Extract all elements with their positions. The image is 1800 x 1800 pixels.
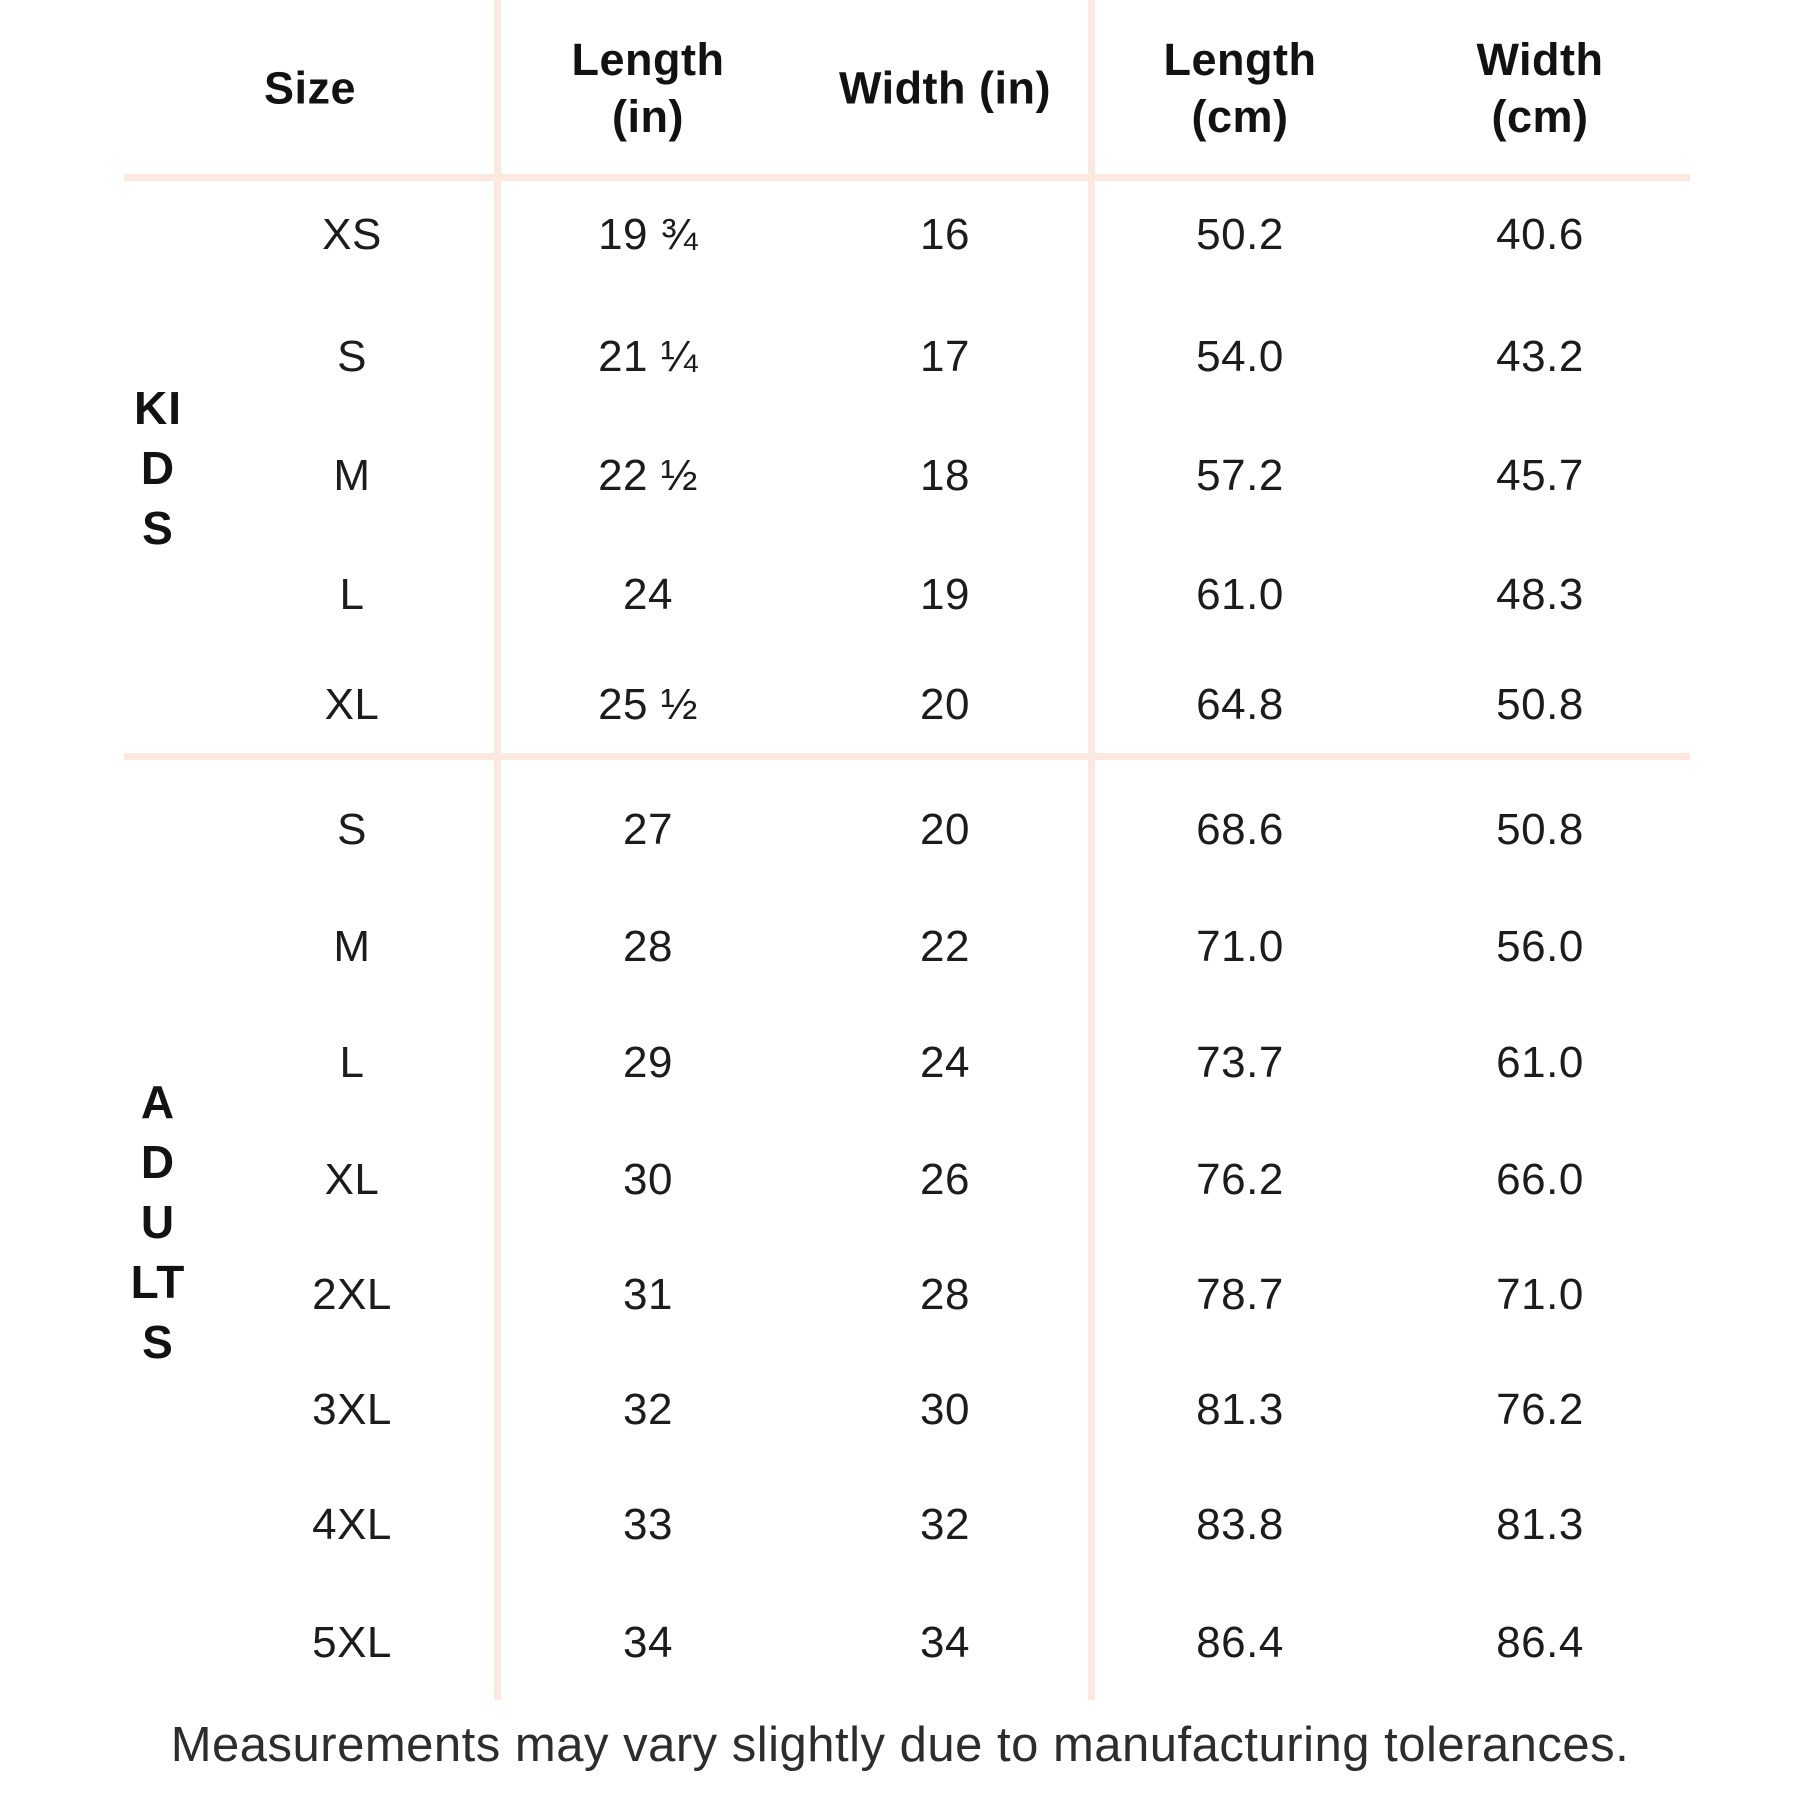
cell-length-in: 31	[623, 1270, 673, 1319]
cell-length-cm: 54.0	[1196, 332, 1284, 381]
cell-length-cm: 64.8	[1196, 680, 1284, 729]
cell-size: S	[337, 332, 367, 381]
header-cell-width-cm: Width (cm)	[1476, 34, 1604, 142]
cell-width-cm: 43.2	[1496, 332, 1584, 381]
header-cell-length-in: Length (in)	[571, 34, 725, 142]
cell-width-in: 18	[920, 451, 970, 500]
column-divider-1	[494, 0, 501, 1700]
column-divider-2	[1088, 0, 1095, 1700]
cell-width-in: 20	[920, 680, 970, 729]
cell-width-in: 16	[920, 210, 970, 259]
cell-width-cm: 50.8	[1496, 680, 1584, 729]
cell-size: S	[337, 805, 367, 854]
cell-length-cm: 86.4	[1196, 1618, 1284, 1667]
cell-length-in: 33	[623, 1500, 673, 1549]
cell-width-in: 34	[920, 1618, 970, 1667]
cell-size: 5XL	[312, 1618, 392, 1667]
cell-size: M	[333, 922, 371, 971]
cell-length-in: 28	[623, 922, 673, 971]
cell-length-cm: 78.7	[1196, 1270, 1284, 1319]
section-divider	[124, 753, 1690, 760]
cell-width-in: 20	[920, 805, 970, 854]
cell-size: XL	[324, 1155, 380, 1204]
cell-width-in: 22	[920, 922, 970, 971]
cell-size: 4XL	[312, 1500, 392, 1549]
header-cell-width-in: Width (in)	[838, 62, 1052, 114]
cell-size: L	[339, 1038, 365, 1087]
cell-width-cm: 76.2	[1496, 1385, 1584, 1434]
cell-length-cm: 68.6	[1196, 805, 1284, 854]
cell-length-in: 32	[623, 1385, 673, 1434]
cell-length-in: 34	[623, 1618, 673, 1667]
cell-width-in: 19	[920, 570, 970, 619]
cell-length-cm: 61.0	[1196, 570, 1284, 619]
cell-length-in: 25 ½	[598, 680, 698, 729]
cell-length-cm: 76.2	[1196, 1155, 1284, 1204]
cell-width-cm: 48.3	[1496, 570, 1584, 619]
cell-length-cm: 83.8	[1196, 1500, 1284, 1549]
cell-length-in: 30	[623, 1155, 673, 1204]
cell-width-cm: 45.7	[1496, 451, 1584, 500]
cell-length-cm: 71.0	[1196, 922, 1284, 971]
header-underline	[124, 174, 1690, 181]
cell-length-cm: 81.3	[1196, 1385, 1284, 1434]
cell-length-in: 21 ¼	[598, 332, 698, 381]
cell-size: XS	[322, 210, 382, 259]
cell-length-in: 22 ½	[598, 451, 698, 500]
cell-size: 3XL	[312, 1385, 392, 1434]
cell-size: XL	[324, 680, 380, 729]
cell-width-in: 17	[920, 332, 970, 381]
cell-width-in: 30	[920, 1385, 970, 1434]
cell-width-cm: 71.0	[1496, 1270, 1584, 1319]
cell-length-cm: 57.2	[1196, 451, 1284, 500]
adults-section-label: ADULTS	[130, 1076, 186, 1368]
kids-section-label: KIDS	[134, 382, 182, 554]
cell-width-cm: 50.8	[1496, 805, 1584, 854]
cell-width-cm: 66.0	[1496, 1155, 1584, 1204]
cell-width-cm: 56.0	[1496, 922, 1584, 971]
cell-size: 2XL	[312, 1270, 392, 1319]
cell-size: M	[333, 451, 371, 500]
cell-width-in: 32	[920, 1500, 970, 1549]
cell-size: L	[339, 570, 365, 619]
cell-width-cm: 81.3	[1496, 1500, 1584, 1549]
cell-length-cm: 50.2	[1196, 210, 1284, 259]
cell-width-in: 24	[920, 1038, 970, 1087]
header-cell-length-cm: Length (cm)	[1163, 34, 1317, 142]
cell-length-in: 27	[623, 805, 673, 854]
cell-length-cm: 73.7	[1196, 1038, 1284, 1087]
cell-length-in: 24	[623, 570, 673, 619]
cell-width-cm: 40.6	[1496, 210, 1584, 259]
cell-width-cm: 86.4	[1496, 1618, 1584, 1667]
cell-width-in: 26	[920, 1155, 970, 1204]
cell-width-in: 28	[920, 1270, 970, 1319]
tolerance-note: Measurements may vary slightly due to ma…	[170, 1718, 1630, 1772]
cell-length-in: 29	[623, 1038, 673, 1087]
cell-length-in: 19 ¾	[598, 210, 698, 259]
cell-width-cm: 61.0	[1496, 1038, 1584, 1087]
header-cell-size: Size	[263, 62, 357, 114]
